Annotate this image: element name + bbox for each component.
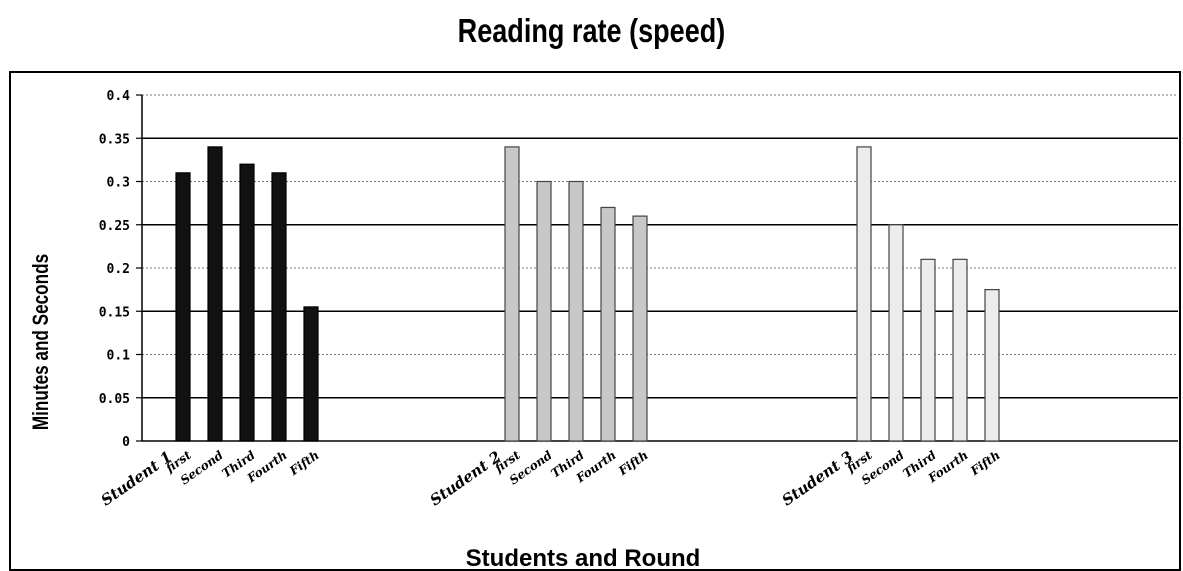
gridlines (142, 94, 1178, 442)
bar (888, 224, 904, 442)
group-label: Student 1 (98, 448, 176, 510)
bar (271, 172, 287, 442)
bar (856, 146, 872, 442)
y-tick-label: 0.35 (99, 132, 130, 147)
bar (303, 306, 319, 442)
y-axis-ticks: 0 0.05 0.1 0.15 0.2 0.25 0.3 0.35 0.4 (99, 89, 142, 450)
y-tick-label: 0.4 (107, 89, 131, 104)
y-tick-label: 0.3 (107, 176, 130, 191)
bar (568, 180, 584, 442)
chart-frame (9, 71, 1181, 571)
bar (952, 258, 968, 442)
bar (984, 289, 1000, 442)
bar (536, 180, 552, 442)
bar (504, 146, 520, 442)
y-axis-title: Minutes and Seconds (29, 254, 54, 430)
bar (239, 163, 255, 442)
x-axis-title: Students and Round (466, 545, 701, 571)
y-tick-label: 0.1 (107, 349, 131, 364)
y-tick-label: 0.15 (99, 305, 130, 320)
y-tick-label: 0.05 (99, 392, 130, 407)
category-label: Fifth (615, 448, 650, 479)
y-tick-label: 0.25 (99, 219, 130, 234)
y-tick-label: 0 (122, 435, 130, 450)
bars (175, 146, 1000, 442)
bar (175, 172, 191, 442)
category-label: Fifth (967, 448, 1002, 479)
category-label: Fifth (286, 448, 321, 479)
bar (920, 258, 936, 442)
y-tick-label: 0.2 (107, 262, 130, 277)
bar (600, 206, 616, 442)
group-label: Student 2 (427, 448, 505, 510)
chart-title: Reading rate (speed) (457, 12, 726, 49)
bar (632, 215, 648, 442)
bar (207, 146, 223, 442)
group-label: Student 3 (779, 448, 857, 510)
